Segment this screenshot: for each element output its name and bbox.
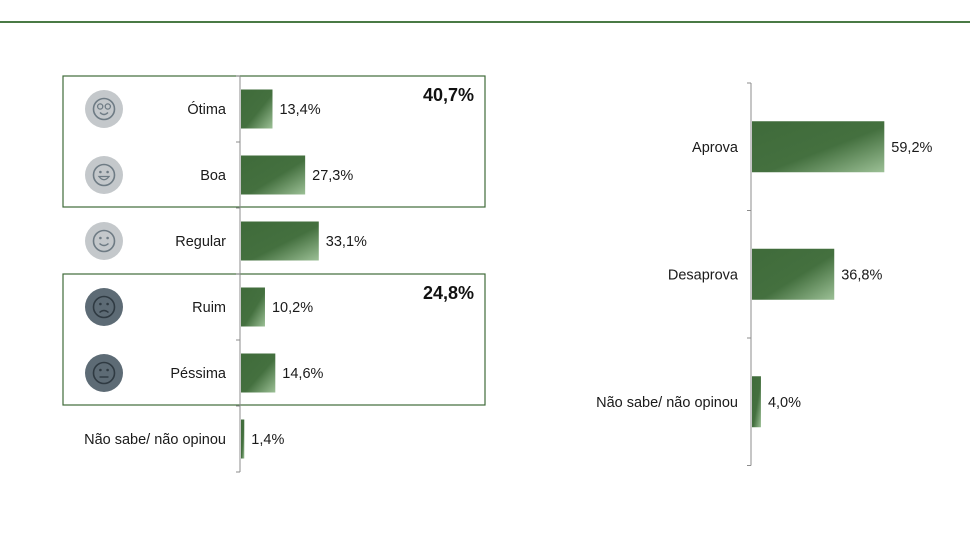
- starry-eyes-face-icon: [85, 90, 123, 128]
- category-label-otima: Ótima: [187, 101, 227, 118]
- value-label-regular: 33,1%: [326, 234, 367, 250]
- positive-group-box: [62, 75, 486, 208]
- value-label-otima: 13,4%: [279, 102, 320, 118]
- value-label-nao-sabe-nao-opinou: 1,4%: [251, 432, 284, 448]
- positive-group-total: 40,7%: [423, 85, 474, 105]
- bar-regular: [241, 221, 319, 261]
- value-label-boa: 27,3%: [312, 168, 353, 184]
- negative-group-total: 24,8%: [423, 283, 474, 303]
- category-label-nao-sabe-nao-opinou: Não sabe/ não opinou: [596, 395, 738, 411]
- smiling-face-icon: [85, 222, 123, 260]
- negative-group-box: [62, 273, 486, 406]
- top-divider-rule: [0, 21, 970, 23]
- bar-boa: [241, 155, 306, 195]
- bar-desaprova: [752, 248, 835, 300]
- grinning-face-icon: [85, 156, 123, 194]
- neutral-face-icon: [85, 354, 123, 392]
- category-label-nao-sabe-nao-opinou: Não sabe/ não opinou: [84, 432, 226, 448]
- category-label-pessima: Péssima: [170, 366, 227, 382]
- bar-ruim: [241, 287, 265, 327]
- category-label-boa: Boa: [200, 168, 227, 184]
- value-label-pessima: 14,6%: [282, 366, 323, 382]
- bar-otima: [241, 89, 273, 129]
- value-label-desaprova: 36,8%: [841, 267, 882, 283]
- bar-nao-sabe-nao-opinou: [241, 419, 245, 459]
- category-label-ruim: Ruim: [192, 300, 226, 316]
- category-label-desaprova: Desaprova: [668, 267, 739, 283]
- value-label-aprova: 59,2%: [891, 140, 932, 156]
- approval-chart: Aprova 59,2% Desaprova 36,8% Não sabe/ não o…: [596, 82, 933, 466]
- rating-chart: Ótima 13,4% Boa 27,3% Regular 33,1% Ruim 10,2% P…: [84, 75, 367, 473]
- bar-nao-sabe-nao-opinou: [752, 376, 761, 428]
- category-label-aprova: Aprova: [692, 140, 739, 156]
- bar-pessima: [241, 353, 276, 393]
- value-label-nao-sabe-nao-opinou: 4,0%: [768, 395, 801, 411]
- value-label-ruim: 10,2%: [272, 300, 313, 316]
- frowning-face-icon: [85, 288, 123, 326]
- bar-aprova: [752, 121, 885, 173]
- category-label-regular: Regular: [175, 234, 226, 250]
